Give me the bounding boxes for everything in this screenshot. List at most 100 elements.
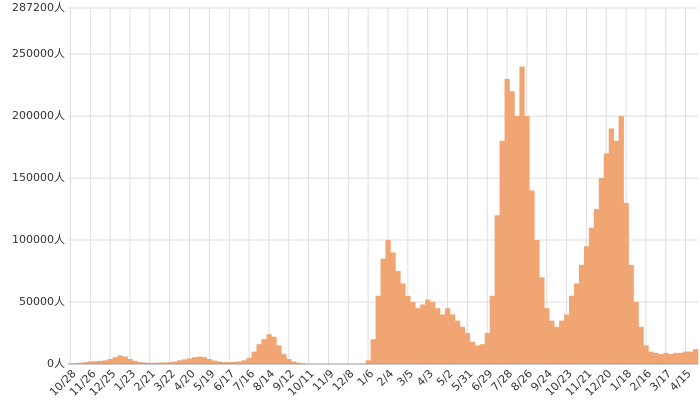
bar <box>648 351 654 364</box>
y-tick-label: 100000人 <box>12 233 65 246</box>
bar <box>464 333 471 364</box>
x-tick-label: 2/4 <box>374 367 396 389</box>
bar <box>494 215 500 364</box>
bar <box>226 362 233 364</box>
bar <box>633 302 639 364</box>
bar <box>221 362 228 364</box>
bar <box>162 362 168 364</box>
bar <box>663 352 669 364</box>
bar <box>678 352 684 364</box>
bar <box>653 352 659 364</box>
bar <box>137 362 143 364</box>
y-tick-label: 250000人 <box>12 47 65 60</box>
bar <box>142 362 148 364</box>
bar <box>152 362 158 364</box>
bar <box>608 128 614 364</box>
bar <box>559 320 565 364</box>
bar <box>529 190 535 364</box>
y-tick-label: 287200人 <box>12 1 65 14</box>
bar <box>182 359 188 364</box>
bar <box>380 258 386 364</box>
bar <box>122 356 128 364</box>
bar <box>693 349 699 364</box>
bar <box>117 355 123 364</box>
bar <box>365 360 371 364</box>
bar <box>425 299 431 364</box>
bar <box>668 354 674 364</box>
bar <box>192 357 198 364</box>
bar <box>499 140 505 364</box>
bar <box>573 283 580 364</box>
bar <box>420 304 426 364</box>
bar <box>410 302 416 364</box>
bar <box>147 362 153 364</box>
bar <box>588 227 595 364</box>
bar <box>216 361 223 364</box>
bar <box>514 116 520 364</box>
bar <box>593 209 600 364</box>
bar <box>400 283 406 364</box>
bar <box>445 308 451 364</box>
bar <box>177 360 183 364</box>
bar <box>688 351 694 364</box>
bar <box>449 314 456 364</box>
bar <box>291 361 297 364</box>
bar <box>286 359 292 364</box>
x-tick-label: 3/5 <box>394 367 416 389</box>
bar <box>613 140 619 364</box>
bar <box>167 362 173 364</box>
bar <box>479 344 485 364</box>
bar <box>395 271 401 364</box>
bar <box>524 116 530 364</box>
bar <box>554 326 560 364</box>
bar <box>454 320 461 364</box>
bar <box>92 361 99 364</box>
y-tick-label: 50000人 <box>19 295 65 308</box>
bar <box>107 359 113 364</box>
bar <box>603 153 610 364</box>
bar <box>598 178 605 364</box>
bar <box>201 357 208 364</box>
bar <box>618 116 624 364</box>
x-tick-label: 4/3 <box>414 367 436 389</box>
bar <box>435 308 441 364</box>
bar <box>544 308 550 364</box>
bar <box>385 240 391 364</box>
bar <box>87 361 94 364</box>
x-tick-label: 1/6 <box>355 367 377 389</box>
bar <box>440 314 446 364</box>
bar <box>569 295 575 364</box>
bar <box>276 345 282 364</box>
bar <box>132 360 138 364</box>
bar <box>172 361 178 364</box>
bar <box>623 202 629 364</box>
bar <box>236 361 242 364</box>
bar <box>504 78 510 365</box>
bar <box>638 326 644 364</box>
bar <box>187 358 193 364</box>
bar <box>241 360 247 364</box>
bar <box>231 361 237 364</box>
bar <box>375 295 381 364</box>
bar <box>643 345 649 364</box>
bar <box>211 360 218 364</box>
bar <box>658 354 664 364</box>
bar <box>261 339 267 364</box>
bar <box>157 362 163 364</box>
x-tick-label: 4/15 <box>667 367 694 394</box>
bar <box>405 295 411 364</box>
bar <box>82 362 89 364</box>
bar <box>578 264 585 364</box>
bar <box>271 336 277 364</box>
bar <box>196 356 203 364</box>
bar <box>97 360 104 364</box>
bar <box>484 333 490 364</box>
bar <box>296 362 302 364</box>
bar <box>683 351 689 364</box>
bar <box>281 354 287 364</box>
bar <box>430 302 436 364</box>
bar <box>256 344 262 364</box>
bar <box>370 339 376 364</box>
x-tick-label: 12/8 <box>330 367 357 394</box>
